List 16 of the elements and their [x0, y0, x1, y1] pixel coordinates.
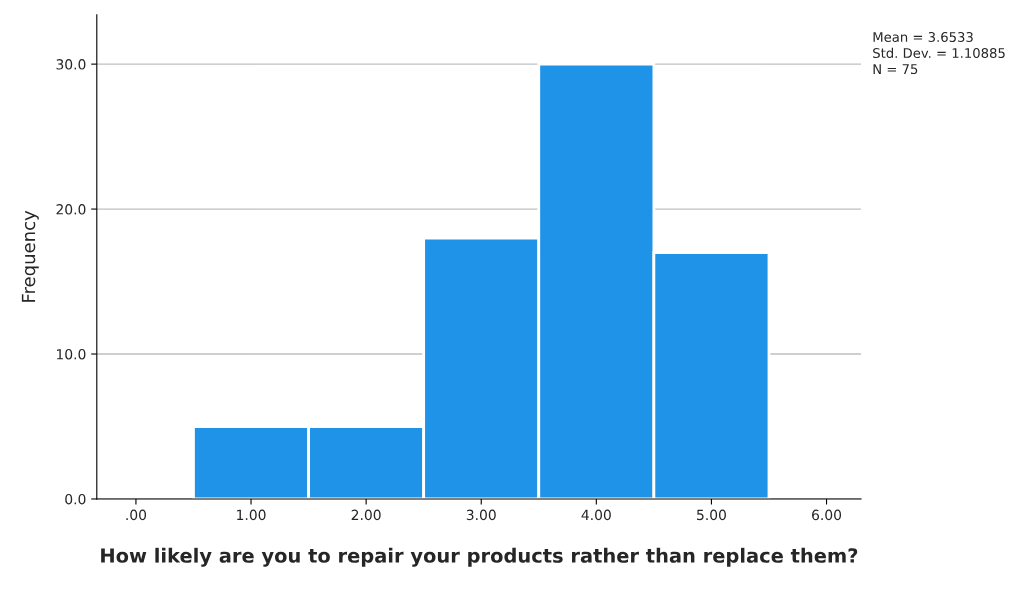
y-tick-label: 20.0 [56, 204, 86, 215]
text: Mean = 3.6533 [873, 32, 973, 42]
x-tick-label: 2.00 [351, 509, 381, 521]
y-axis-title: Frequency [21, 210, 39, 302]
y-tick-label: 10.0 [56, 348, 86, 360]
x-axis-title: How likely are you to repair your products rather than replace them? [101, 547, 858, 567]
x-tick-label: 6.00 [812, 509, 842, 521]
y-tick-label: 30.0 [56, 59, 86, 70]
text: N = 75 [873, 64, 918, 75]
x-tick-label: .00 [126, 509, 147, 521]
x-tick-label: 3.00 [466, 509, 496, 521]
y-tick-label: 0.0 [65, 493, 86, 505]
x-tick-label: 5.00 [697, 509, 726, 521]
x-tick-label: 4.00 [581, 509, 611, 521]
x-tick-label: 1.00 [237, 509, 266, 521]
text: Std. Dev. = 1.10885 [873, 47, 1005, 59]
